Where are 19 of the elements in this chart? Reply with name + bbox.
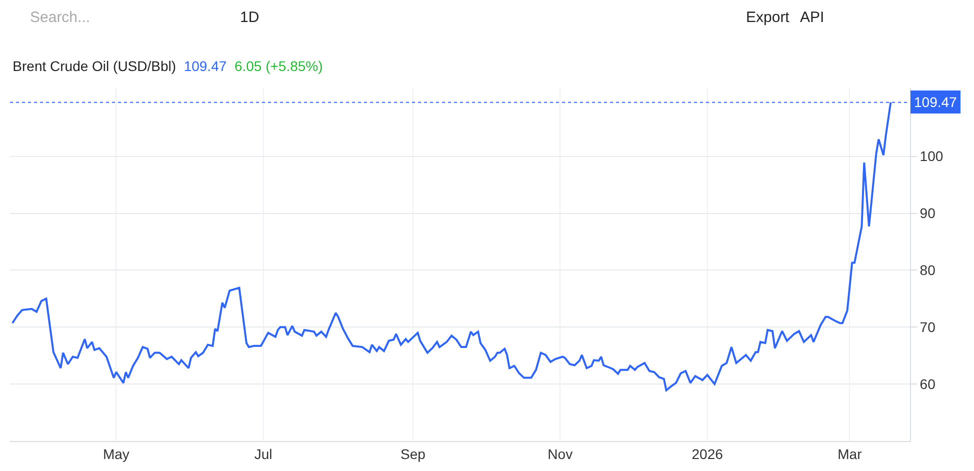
y-tick-label: 80	[920, 262, 936, 278]
text: 109.47	[184, 58, 227, 74]
chart-title: Brent Crude Oil (USD/Bbl)	[12, 58, 176, 74]
x-tick-label: 2026	[692, 446, 724, 462]
y-tick-label: 70	[920, 319, 936, 336]
x-tick-label: Sep	[400, 446, 426, 462]
y-tick-label: 60	[920, 376, 936, 392]
ref-line-label: 109.47	[914, 94, 958, 110]
text: 1D	[240, 9, 260, 26]
text: Export	[746, 9, 790, 26]
text: 6.05 (+5.85%)	[234, 58, 323, 74]
x-tick-label: Jul	[254, 446, 272, 462]
x-tick-label: Mar	[838, 446, 862, 462]
y-tick-label: 100	[920, 148, 944, 164]
text: Search...	[30, 9, 90, 26]
x-tick-label: May	[102, 446, 130, 462]
text: API	[800, 9, 824, 26]
x-tick-label: Nov	[548, 446, 573, 462]
y-tick-label: 90	[920, 205, 936, 222]
